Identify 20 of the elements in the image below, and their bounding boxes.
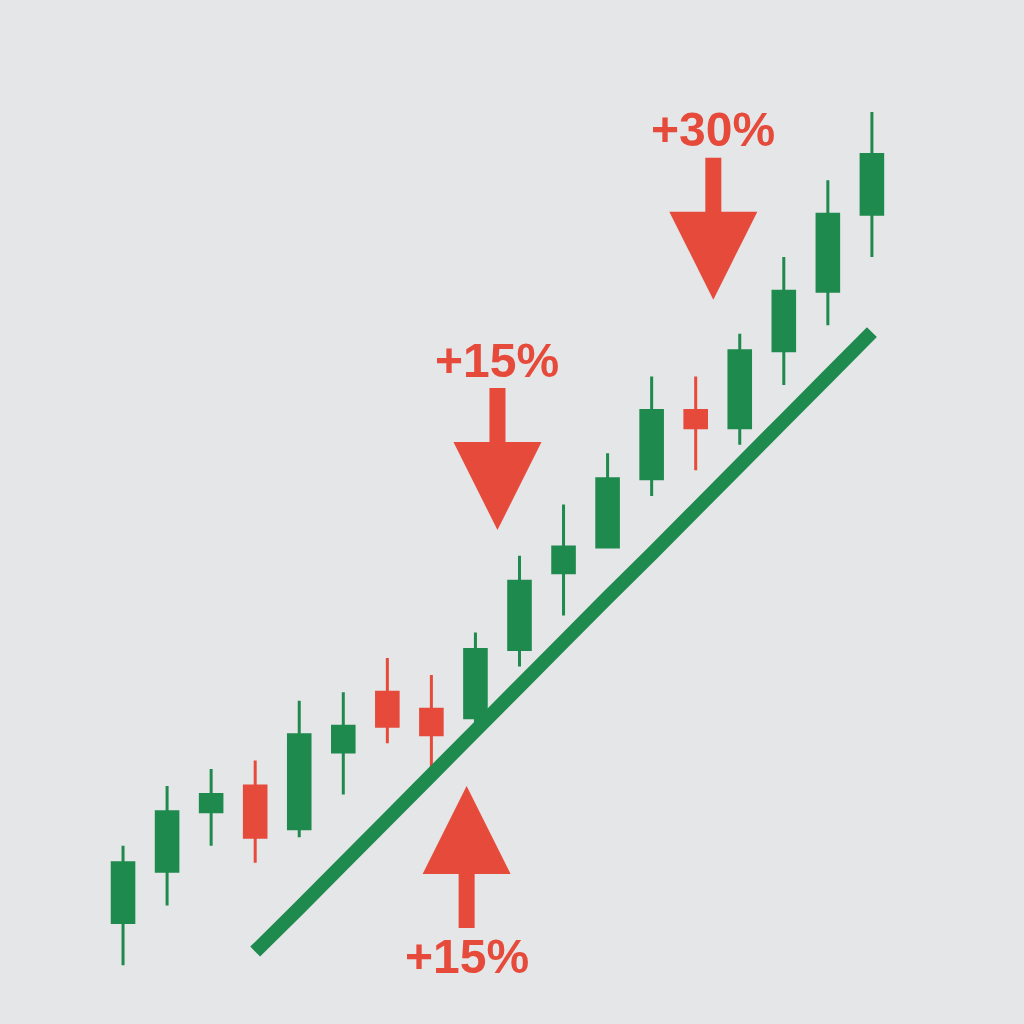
candlestick [286,700,312,838]
candlestick [242,760,268,863]
candlestick [551,504,576,616]
candlestick [683,376,708,471]
candlestick [331,692,356,795]
candlestick [419,675,444,769]
annotation: +30% [651,103,776,156]
candlestick [815,180,841,326]
annotation: +15% [435,334,560,387]
candlestick [595,453,620,549]
candlestick [507,555,532,667]
candlestick [639,376,664,496]
candlestick [375,658,400,744]
candlestick [198,768,224,846]
candlestick [859,111,885,257]
candlestick [154,786,180,906]
candlestick [110,845,136,966]
candlestick [727,333,753,445]
candlestick [771,257,797,385]
annotation: +15% [405,930,530,983]
